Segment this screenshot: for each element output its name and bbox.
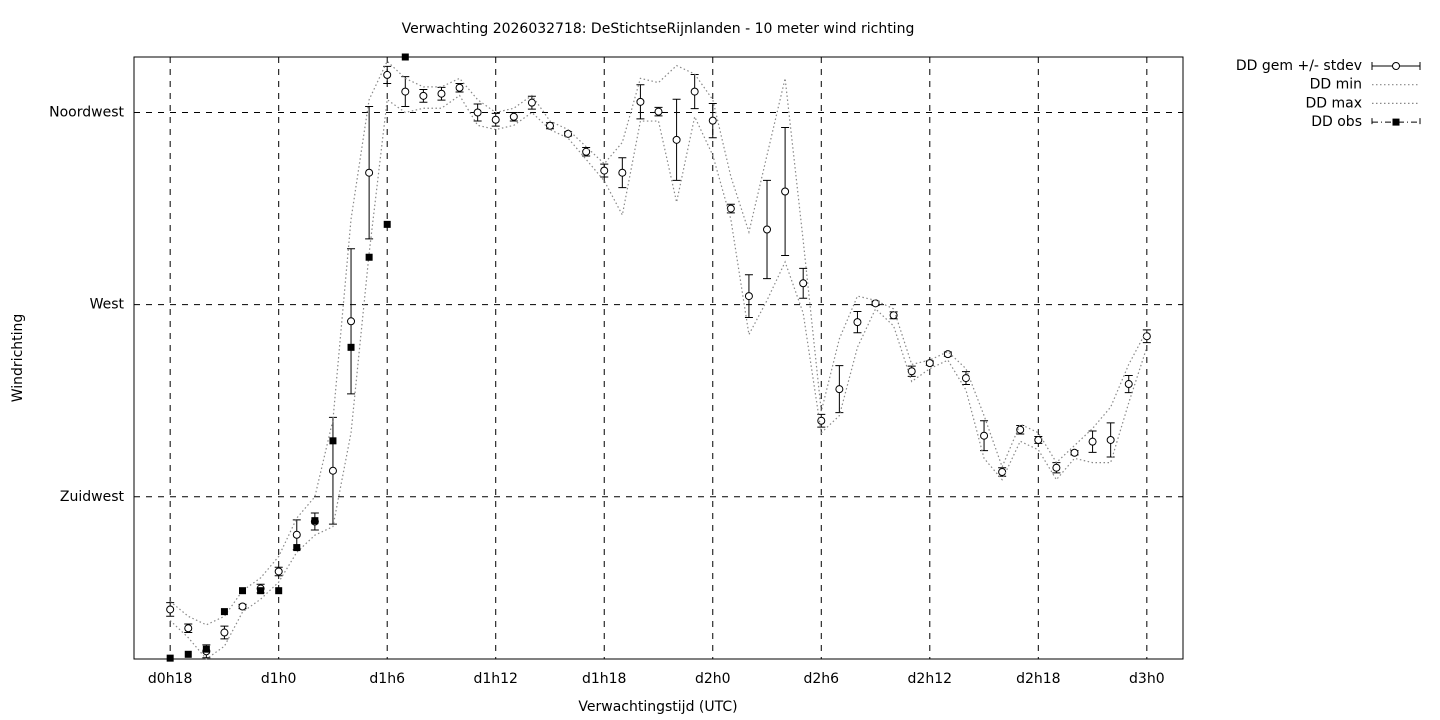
- y-tick-label: West: [90, 297, 125, 313]
- mean-point: [166, 605, 175, 614]
- obs-point: [202, 645, 210, 653]
- x-tick-label: d3h0: [1129, 671, 1165, 687]
- obs-point: [257, 587, 265, 595]
- mean-point: [1088, 437, 1097, 446]
- mean-point: [726, 204, 735, 213]
- y-axis-label: Windrichting: [10, 314, 26, 403]
- mean-point: [907, 367, 916, 376]
- mean-point: [998, 467, 1007, 476]
- obs-point: [365, 253, 373, 261]
- x-tick-label: d2h0: [695, 671, 731, 687]
- mean-point: [347, 317, 356, 326]
- mean-point: [943, 350, 952, 359]
- mean-point: [744, 292, 753, 301]
- x-tick-label: d0h18: [148, 671, 192, 687]
- mean-point: [1070, 448, 1079, 457]
- obs-point: [329, 437, 337, 445]
- obs-point: [401, 53, 409, 61]
- obs-point: [184, 650, 192, 658]
- legend-sample: [1371, 118, 1421, 127]
- mean-point: [980, 431, 989, 440]
- mean-point: [1142, 332, 1151, 341]
- mean-point: [853, 318, 862, 327]
- mean-point: [383, 70, 392, 79]
- x-tick-label: d1h12: [473, 671, 517, 687]
- mean-point: [491, 115, 500, 124]
- mean-point: [527, 98, 536, 107]
- mean-point: [473, 108, 482, 117]
- mean-point: [799, 279, 808, 288]
- chart-title: Verwachting 2026032718: DeStichtseRijnla…: [402, 21, 915, 37]
- mean-point: [220, 628, 229, 637]
- y-tick-label: Noordwest: [49, 105, 124, 121]
- mean-point: [763, 225, 772, 234]
- legend-label: DD gem +/- stdev: [1236, 58, 1362, 74]
- x-tick-label: d2h12: [908, 671, 952, 687]
- mean-point: [1016, 425, 1025, 434]
- legend-label: DD obs: [1311, 114, 1362, 130]
- mean-point: [672, 135, 681, 144]
- obs-point: [220, 608, 228, 616]
- mean-point: [600, 166, 609, 175]
- x-tick-label: d1h0: [261, 671, 297, 687]
- mean-point: [961, 374, 970, 383]
- range-line: [169, 94, 1148, 660]
- x-tick-label: d1h18: [582, 671, 626, 687]
- mean-point: [690, 87, 699, 96]
- mean-point: [835, 385, 844, 394]
- mean-point: [582, 147, 591, 156]
- mean-point: [365, 168, 374, 177]
- mean-point: [437, 89, 446, 98]
- plot-border: [133, 56, 1184, 660]
- range-line: [169, 60, 1148, 626]
- mean-point: [401, 87, 410, 96]
- mean-point: [1124, 380, 1133, 389]
- obs-point: [239, 587, 247, 595]
- mean-point: [238, 602, 247, 611]
- mean-point: [274, 567, 283, 576]
- x-tick-label: d1h6: [369, 671, 405, 687]
- obs-point: [166, 654, 174, 662]
- obs-point: [275, 587, 283, 595]
- mean-point: [509, 112, 518, 121]
- mean-point: [889, 311, 898, 320]
- mean-point: [455, 83, 464, 92]
- mean-point: [1052, 463, 1061, 472]
- mean-point: [708, 116, 717, 125]
- obs-point: [383, 220, 391, 228]
- mean-point: [654, 107, 663, 116]
- mean-point: [618, 168, 627, 177]
- x-tick-label: d2h6: [803, 671, 839, 687]
- mean-point: [419, 91, 428, 100]
- mean-point: [1106, 435, 1115, 444]
- mean-point: [636, 97, 645, 106]
- x-tick-label: d2h18: [1016, 671, 1060, 687]
- mean-point: [184, 624, 193, 633]
- mean-point: [328, 466, 337, 475]
- legend-sample: [1392, 62, 1400, 70]
- legend-label: DD min: [1310, 77, 1362, 93]
- legend-label: DD max: [1305, 95, 1362, 111]
- x-axis-label: Verwachtingstijd (UTC): [578, 699, 737, 715]
- mean-point: [817, 416, 826, 425]
- obs-point: [347, 343, 355, 351]
- mean-point: [292, 530, 301, 539]
- obs-point: [293, 544, 301, 552]
- y-tick-label: Zuidwest: [60, 489, 125, 505]
- mean-point: [545, 121, 554, 130]
- legend-sample: [1392, 118, 1400, 126]
- obs-point: [311, 517, 319, 525]
- mean-point: [1034, 435, 1043, 444]
- mean-point: [925, 359, 934, 368]
- mean-point: [781, 187, 790, 196]
- mean-point: [871, 299, 880, 308]
